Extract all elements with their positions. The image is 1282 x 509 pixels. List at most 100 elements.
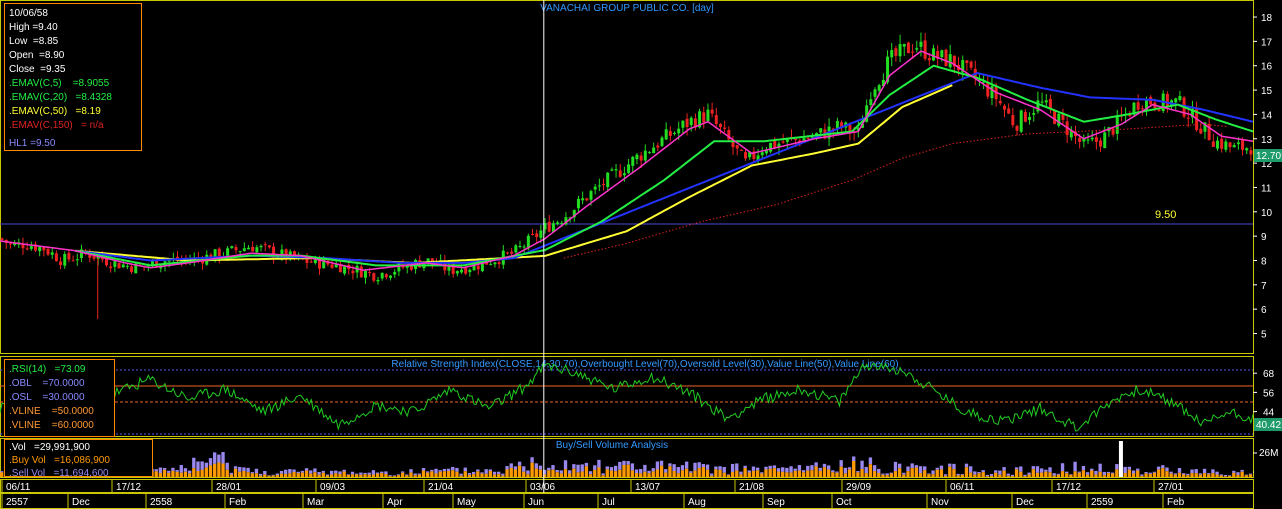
candle-body xyxy=(890,50,894,58)
candle-body xyxy=(1136,102,1140,110)
volume-bar-buy xyxy=(396,475,401,477)
volume-bar-buy xyxy=(730,472,735,477)
volume-bar-sell xyxy=(755,467,760,471)
volume-bar-buy xyxy=(371,474,376,477)
price-axis-ticks: 5 6 7 8 9 10 11 12 13 14 15 16 17 18 xyxy=(1253,13,1273,341)
volume-bar-sell xyxy=(785,467,789,473)
candle-body xyxy=(322,259,326,269)
volume-bar-buy xyxy=(1014,469,1019,477)
candle-body xyxy=(597,185,601,187)
volume-bar-buy xyxy=(413,475,417,477)
volume-bar-buy xyxy=(1140,475,1144,477)
volume-tick-label: 26M xyxy=(1259,448,1278,459)
volume-bar-buy xyxy=(735,470,739,477)
volume-bar-sell xyxy=(329,470,334,475)
candle-body xyxy=(1053,110,1057,124)
candle-body xyxy=(480,261,484,272)
volume-bar-buy xyxy=(463,471,467,477)
volume-bar-buy xyxy=(196,471,200,477)
volume-bar-sell xyxy=(572,464,576,469)
candle-body xyxy=(1215,140,1219,149)
candle-body xyxy=(518,246,522,248)
volume-bar-sell xyxy=(751,466,756,471)
volume-bar-buy xyxy=(171,470,175,477)
volume-bar-buy xyxy=(743,468,747,477)
volume-bar-sell xyxy=(242,467,246,472)
candle-body xyxy=(75,259,79,261)
volume-bar-buy xyxy=(847,469,852,477)
volume-bar-buy xyxy=(768,468,772,477)
candle-body xyxy=(643,150,647,161)
volume-bar-buy xyxy=(1048,472,1052,477)
price-tick-label: 9 xyxy=(1261,232,1267,243)
volume-bar-buy xyxy=(1094,474,1098,477)
volume-bar-buy xyxy=(505,469,509,477)
volume-bar-sell xyxy=(580,464,584,472)
volume-bar-sell xyxy=(797,465,802,471)
date-bottom-label: Feb xyxy=(229,497,247,508)
candle-body xyxy=(1044,100,1048,103)
volume-bar-sell xyxy=(1023,474,1027,477)
volume-bar-buy xyxy=(822,467,827,477)
info-low: Low =8.85 xyxy=(9,36,59,47)
candle-body xyxy=(1174,98,1178,103)
volume-bar-buy xyxy=(325,475,330,477)
volume-bar-sell xyxy=(639,469,643,474)
candle-body xyxy=(877,85,881,91)
candle-body xyxy=(1115,115,1119,134)
volume-bar-sell xyxy=(167,470,171,473)
date-bottom-label: 2558 xyxy=(150,497,173,508)
volume-bar-buy xyxy=(952,469,956,477)
candle-body xyxy=(1007,108,1011,114)
date-top-label: 27/01 xyxy=(1158,482,1183,493)
volume-bar-sell xyxy=(480,472,484,474)
candle-body xyxy=(693,118,697,128)
volume-bar-sell xyxy=(509,463,513,468)
volume-bar-sell xyxy=(279,470,284,474)
rsi-tick-label: 56 xyxy=(1263,388,1275,399)
candle-body xyxy=(560,222,564,224)
volume-bar-buy xyxy=(668,466,672,477)
volume-bar-buy xyxy=(960,474,964,477)
candle-body xyxy=(681,120,685,128)
candle-body xyxy=(898,44,902,57)
volume-bar-sell xyxy=(300,470,305,473)
candle-body xyxy=(25,248,29,250)
candle-body xyxy=(589,191,593,200)
candle-body xyxy=(1028,116,1032,121)
volume-bar-sell xyxy=(989,473,994,476)
volume-bar-buy xyxy=(622,464,626,477)
volume-bar-sell xyxy=(1056,473,1061,475)
candle-body xyxy=(1090,137,1094,140)
info-ema150: .EMAV(C,150) = n/a xyxy=(9,120,104,131)
rsi-tick-label: 44 xyxy=(1263,408,1275,419)
volume-bar-sell xyxy=(196,461,200,472)
volume-bar-sell xyxy=(1031,466,1035,470)
volume-bar-sell xyxy=(162,468,167,470)
volume-bar-sell xyxy=(1207,473,1211,475)
volume-bar-buy xyxy=(852,461,856,477)
volume-bar-buy xyxy=(1102,475,1106,477)
volume-bar-buy xyxy=(284,474,288,477)
volume-bar-buy xyxy=(593,469,597,477)
volume-bar-sell xyxy=(175,470,179,472)
volume-bar-sell xyxy=(1194,469,1198,474)
candle-body xyxy=(1011,115,1015,126)
volume-bar-buy xyxy=(1156,469,1161,477)
candle-body xyxy=(635,154,639,160)
candle-body xyxy=(865,105,869,122)
volume-bar-buy xyxy=(764,469,768,477)
volume-bar-buy xyxy=(1085,474,1090,477)
volume-bar-sell xyxy=(1060,463,1065,472)
candle-body xyxy=(602,183,606,185)
volume-bar-buy xyxy=(647,473,651,477)
date-top-label: 03/06 xyxy=(530,482,555,493)
volume-legend-vol: .Vol =29,991,900 xyxy=(9,442,90,453)
candle-body xyxy=(363,270,367,278)
volume-bar-sell xyxy=(655,461,660,470)
candle-body xyxy=(564,217,568,225)
volume-bar-buy xyxy=(492,474,497,477)
candle-body xyxy=(234,247,238,251)
volume-bar-sell xyxy=(935,467,939,470)
